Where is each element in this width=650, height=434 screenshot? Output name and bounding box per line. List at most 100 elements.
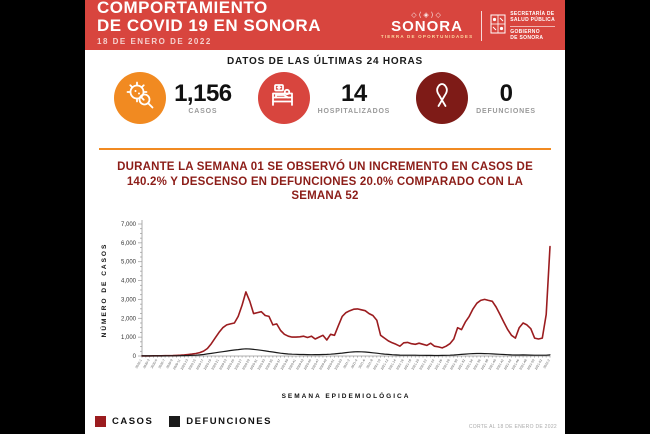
infographic-card: COMPORTAMIENTO DE COVID 19 EN SONORA 18 …: [85, 0, 565, 434]
svg-text:2020-23: 2020-23: [218, 358, 227, 370]
svg-text:2020-43: 2020-43: [295, 358, 304, 370]
stat-casos: 1,156 CASOS: [114, 72, 232, 124]
legend-defunciones-label: DEFUNCIONES: [186, 415, 272, 427]
sonora-crest-icon: [490, 14, 506, 39]
stats-heading: DATOS DE LAS ÚLTIMAS 24 HORAS: [227, 56, 423, 67]
legend-casos-label: CASOS: [112, 415, 154, 427]
svg-text:2020-35: 2020-35: [264, 358, 273, 370]
svg-text:2020-17: 2020-17: [195, 358, 204, 370]
svg-text:2021-50: 2021-50: [526, 358, 535, 370]
defunciones-label: DEFUNCIONES: [476, 107, 536, 115]
footer-note: CORTE AL 18 DE ENERO DE 2022: [468, 424, 557, 430]
svg-text:0: 0: [133, 354, 137, 360]
svg-text:7,000: 7,000: [121, 222, 137, 228]
sonora-deco-icon: ◇⟨◈⟩◇: [411, 12, 443, 20]
svg-text:2020-41: 2020-41: [288, 358, 297, 370]
defunciones-swatch: [169, 415, 181, 427]
svg-text:6,000: 6,000: [121, 241, 137, 247]
svg-text:2020-15: 2020-15: [187, 358, 196, 370]
gov-text-line3: GOBIERNO: [510, 28, 540, 35]
svg-text:2021-22: 2021-22: [418, 358, 427, 370]
svg-text:2021-34: 2021-34: [465, 358, 474, 370]
svg-text:3,000: 3,000: [121, 297, 137, 303]
svg-text:4,000: 4,000: [121, 279, 137, 285]
svg-text:2021-12: 2021-12: [380, 358, 389, 370]
page-title-line2: DE COVID 19 EN SONORA: [97, 16, 321, 35]
svg-text:2021-24: 2021-24: [426, 358, 435, 370]
svg-text:2020-27: 2020-27: [234, 358, 243, 370]
virus-magnifier-icon: [123, 79, 157, 118]
casos-label: CASOS: [188, 107, 218, 115]
header-titles: COMPORTAMIENTO DE COVID 19 EN SONORA 18 …: [97, 0, 321, 46]
svg-text:SEMANA EPIDEMIOLÓGICA: SEMANA EPIDEMIOLÓGICA: [282, 391, 411, 400]
svg-text:2021-4: 2021-4: [350, 358, 359, 369]
stat-defunciones-circle: [416, 72, 469, 124]
casos-value: 1,156: [174, 79, 232, 107]
svg-text:2020-31: 2020-31: [249, 358, 258, 370]
hospitalizados-value: 14: [341, 79, 367, 107]
svg-text:2020-51: 2020-51: [326, 358, 335, 370]
hospital-bed-icon: [267, 79, 301, 118]
svg-text:2021-14: 2021-14: [388, 358, 397, 370]
government-logo: SECRETARÍA DE SALUD PÚBLICA GOBIERNO DE …: [490, 11, 555, 41]
svg-text:2021-8: 2021-8: [365, 358, 374, 369]
svg-text:2021-44: 2021-44: [503, 358, 512, 370]
svg-text:2021-10: 2021-10: [372, 358, 381, 370]
gov-text-line4: DE SONORA: [510, 34, 544, 41]
svg-text:2021-36: 2021-36: [472, 358, 481, 370]
svg-text:2020-25: 2020-25: [226, 358, 235, 370]
government-logo-text: SECRETARÍA DE SALUD PÚBLICA GOBIERNO DE …: [510, 11, 555, 41]
svg-text:2020-1: 2020-1: [134, 358, 143, 369]
stat-casos-circle: [114, 72, 167, 124]
svg-text:2020-49: 2020-49: [318, 358, 327, 370]
svg-text:2020-21: 2020-21: [211, 358, 220, 370]
svg-text:2021-20: 2021-20: [411, 358, 420, 370]
chart-legend: CASOS DEFUNCIONES: [85, 408, 565, 434]
svg-text:2021-16: 2021-16: [395, 358, 404, 370]
casos-swatch: [95, 415, 106, 427]
svg-text:2021-28: 2021-28: [441, 358, 450, 370]
defunciones-value: 0: [499, 79, 513, 107]
header-logos: ◇⟨◈⟩◇ SONORA TIERRA DE OPORTUNIDADES: [381, 11, 555, 41]
svg-text:1,000: 1,000: [121, 335, 137, 341]
weekly-comparison-message: DURANTE LA SEMANA 01 SE OBSERVÓ UN INCRE…: [117, 161, 533, 203]
svg-text:2021-2: 2021-2: [342, 358, 351, 369]
message-section: DURANTE LA SEMANA 01 SE OBSERVÓ UN INCRE…: [85, 150, 565, 208]
svg-text:2020-7: 2020-7: [158, 358, 167, 369]
svg-text:2021-30: 2021-30: [449, 358, 458, 370]
report-date: 18 DE ENERO DE 2022: [97, 36, 212, 46]
line-chart-svg: 0 1,000 2,000 3,000 4,000 5,000 6,000 7,000 2020…: [99, 220, 551, 400]
awareness-ribbon-icon: [425, 79, 459, 118]
stat-hospitalizados: 14 HOSPITALIZADOS: [257, 72, 391, 124]
svg-text:NÚMERO DE CASOS: NÚMERO DE CASOS: [99, 243, 108, 338]
svg-text:2020-3: 2020-3: [142, 358, 151, 369]
gov-text-line2: SALUD PÚBLICA: [510, 17, 555, 24]
page-title-line1: COMPORTAMIENTO: [97, 0, 268, 18]
stat-hospitalizados-circle: [257, 72, 310, 124]
legend-item-defunciones: DEFUNCIONES: [169, 415, 272, 427]
svg-text:2020-29: 2020-29: [241, 358, 250, 370]
svg-text:2020-47: 2020-47: [311, 358, 320, 370]
svg-text:2020-5: 2020-5: [150, 358, 159, 369]
hospitalizados-label: HOSPITALIZADOS: [317, 107, 391, 115]
svg-text:2020-9: 2020-9: [165, 358, 174, 369]
logo-divider: [481, 11, 483, 41]
svg-text:2021-46: 2021-46: [511, 358, 520, 370]
svg-text:2020-39: 2020-39: [280, 358, 289, 370]
header: COMPORTAMIENTO DE COVID 19 EN SONORA 18 …: [85, 0, 565, 50]
svg-text:2,000: 2,000: [121, 316, 137, 322]
svg-text:2021-40: 2021-40: [488, 358, 497, 370]
orange-divider: [99, 148, 551, 150]
sonora-logo-tagline: TIERRA DE OPORTUNIDADES: [380, 34, 474, 40]
stats-section: DATOS DE LAS ÚLTIMAS 24 HORAS: [85, 50, 565, 144]
svg-text:2021-32: 2021-32: [457, 358, 466, 370]
svg-text:2020-19: 2020-19: [203, 358, 212, 370]
stats-row: 1,156 CASOS: [114, 72, 536, 124]
svg-text:2021-38: 2021-38: [480, 358, 489, 370]
series-defunciones: [141, 348, 551, 357]
svg-text:2022-2: 2022-2: [542, 358, 551, 369]
gov-text-line1: SECRETARÍA DE: [510, 11, 555, 17]
svg-text:2021-6: 2021-6: [358, 358, 367, 369]
legend-item-casos: CASOS: [95, 415, 154, 427]
